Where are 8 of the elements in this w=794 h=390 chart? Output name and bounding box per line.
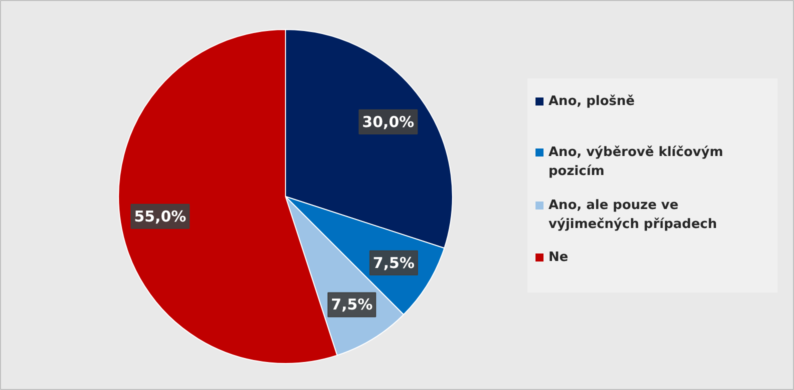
data-label: 30,0% [362, 112, 414, 131]
legend-label: Ano, plošně [548, 94, 635, 109]
legend-label: Ne [548, 250, 568, 265]
legend-label: Ano, ale pouze ve výjimečných případech [548, 198, 717, 232]
data-label: 55,0% [134, 207, 186, 226]
data-label: 7,5% [372, 254, 415, 272]
legend-label: Ano, výběrově klíčovým pozicím [548, 145, 724, 179]
data-label: 7,5% [331, 296, 373, 314]
